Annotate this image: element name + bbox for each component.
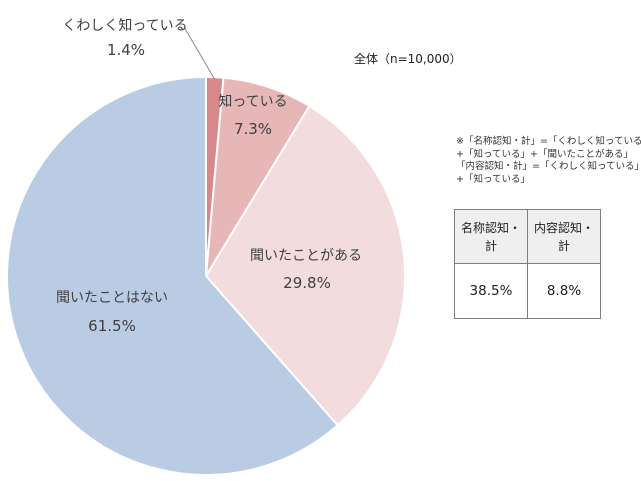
value-content-awareness: 8.8% [527,263,601,319]
summary-table: 名称認知・計 内容認知・計 38.5% 8.8% [454,209,601,319]
slice-heard [204,104,406,427]
definition-note: ※「名称認知・計」=「くわしく知っている」 +「知っている」+「聞いたことがある… [456,136,641,186]
pie-slices [6,75,406,476]
note-line: 「内容認知・計」=「くわしく知っている」 [456,161,641,172]
slice-value-heard: 29.8% [283,274,331,292]
slice-label-know: 知っている [218,93,287,110]
table-row: 38.5% 8.8% [454,263,601,319]
note-line: ※「名称認知・計」=「くわしく知っている」 [456,136,641,147]
note-line: +「知っている」+「聞いたことがある」 [456,148,633,160]
slice-label-detailed: くわしく知っている [62,17,187,34]
leader-line [183,26,216,80]
sample-size-label: 全体（n=10,000） [354,52,462,66]
header-content-awareness: 内容認知・計 [527,209,601,264]
slice-value-know: 7.3% [234,120,272,138]
slice-value-never-heard: 61.5% [88,317,136,335]
slice-label-never-heard: 聞いたことはない [56,290,168,306]
note-line: +「知っている」 [456,173,530,185]
pie-labels: くわしく知っている 1.4% 知っている 7.3% 聞いたことがある 29.8%… [56,17,362,335]
slice-label-heard: 聞いたことがある [250,248,362,264]
slice-value-detailed: 1.4% [107,41,145,59]
slice-never-heard [6,75,340,476]
table-header-row: 名称認知・計 内容認知・計 [454,209,601,264]
value-name-awareness: 38.5% [454,263,528,319]
header-name-awareness: 名称認知・計 [454,209,528,264]
